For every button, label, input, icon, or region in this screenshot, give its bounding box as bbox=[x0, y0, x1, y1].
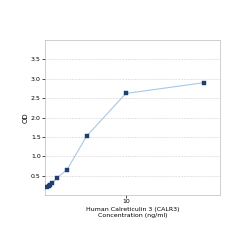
Y-axis label: OD: OD bbox=[22, 112, 28, 123]
X-axis label: Human Calreticulin 3 (CALR3)
Concentration (ng/ml): Human Calreticulin 3 (CALR3) Concentrati… bbox=[86, 207, 179, 218]
